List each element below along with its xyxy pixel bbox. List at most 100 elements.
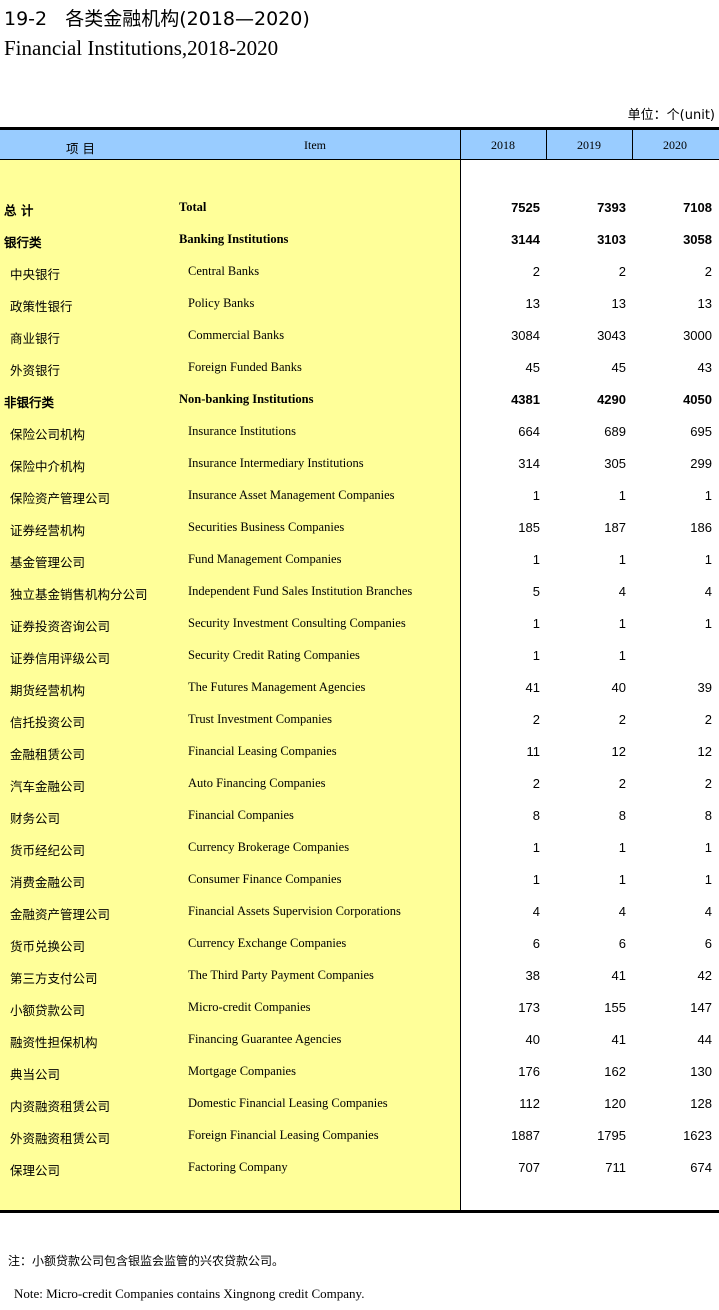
value-2019: 12 — [611, 744, 626, 759]
table-row: 小额贷款公司 Micro-credit Companies 173 155 147 — [0, 992, 719, 1024]
row-label-en: Foreign Financial Leasing Companies — [188, 1128, 379, 1142]
value-2019: 711 — [605, 1160, 626, 1175]
value-2019: 689 — [604, 424, 626, 439]
value-2020: 7108 — [683, 200, 712, 215]
value-2019: 305 — [604, 456, 626, 471]
value-2018: 3084 — [511, 328, 540, 343]
table-row: 内资融资租赁公司 Domestic Financial Leasing Compa… — [0, 1088, 719, 1120]
value-2019: 162 — [604, 1064, 626, 1079]
row-label-zh: 保险资产管理公司 — [10, 491, 111, 506]
value-2018: 8 — [532, 808, 540, 823]
table-row: 保险资产管理公司 Insurance Asset Management Compa… — [0, 480, 719, 512]
row-label-en: Foreign Funded Banks — [188, 360, 302, 374]
table-row: 保险中介机构 Insurance Intermediary Institution… — [0, 448, 719, 480]
row-label-zh: 外资银行 — [10, 363, 61, 378]
value-2020: 12 — [697, 744, 712, 759]
value-2020: 1 — [704, 840, 712, 855]
row-label-en: Financing Guarantee Agencies — [188, 1032, 342, 1046]
value-2018: 6 — [532, 936, 540, 951]
value-2020: 2 — [704, 712, 712, 727]
unit-label: 单位：个(unit) — [627, 108, 715, 123]
row-label-zh: 独立基金销售机构分公司 — [10, 587, 148, 602]
row-label-zh: 政策性银行 — [10, 299, 73, 314]
value-2018: 2 — [532, 264, 540, 279]
row-label-zh: 保理公司 — [10, 1163, 61, 1178]
table-row: 外资融资租赁公司 Foreign Financial Leasing Compan… — [0, 1120, 719, 1152]
table-row: 保险公司机构 Insurance Institutions 664 689 695 — [0, 416, 719, 448]
title-en: Financial Institutions,2018-2020 — [4, 36, 279, 60]
row-label-en: Consumer Finance Companies — [188, 872, 342, 886]
value-2019: 1 — [618, 840, 626, 855]
value-2018: 314 — [518, 456, 540, 471]
row-label-zh: 汽车金融公司 — [10, 779, 86, 794]
table-row: 非银行类 Non-banking Institutions 4381 4290 4050 — [0, 384, 719, 416]
value-2019: 40 — [611, 680, 626, 695]
note-zh: 注：小额贷款公司包含银监会监管的兴农贷款公司。 — [8, 1254, 285, 1268]
value-2020: 2 — [704, 264, 712, 279]
value-2020: 6 — [704, 936, 712, 951]
value-2019: 3043 — [597, 328, 626, 343]
value-2019: 187 — [604, 520, 626, 535]
row-label-zh: 信托投资公司 — [10, 715, 86, 730]
label-column-background — [0, 160, 460, 1210]
table-row: 消费金融公司 Consumer Finance Companies 1 1 1 — [0, 864, 719, 896]
value-2018: 7525 — [511, 200, 540, 215]
value-2018: 707 — [518, 1160, 540, 1175]
value-2018: 176 — [518, 1064, 540, 1079]
table-row: 金融租赁公司 Financial Leasing Companies 11 12 12 — [0, 736, 719, 768]
value-2018: 11 — [526, 744, 541, 759]
row-label-zh: 典当公司 — [10, 1067, 61, 1082]
row-label-zh: 银行类 — [4, 235, 42, 250]
value-2018: 2 — [532, 712, 540, 727]
value-2020: 39 — [697, 680, 712, 695]
value-2020: 147 — [690, 1000, 712, 1015]
row-label-en: Insurance Institutions — [188, 424, 296, 438]
row-label-zh: 金融租赁公司 — [10, 747, 86, 762]
value-2019: 155 — [604, 1000, 626, 1015]
table-row: 总 计 Total 7525 7393 7108 — [0, 192, 719, 224]
column-divider — [460, 130, 461, 1210]
value-2018: 40 — [525, 1032, 540, 1047]
header-item-en: Item — [304, 138, 326, 152]
row-label-en: Security Credit Rating Companies — [188, 648, 360, 662]
value-2020: 299 — [690, 456, 712, 471]
value-2018: 1 — [532, 488, 540, 503]
table-row: 汽车金融公司 Auto Financing Companies 2 2 2 — [0, 768, 719, 800]
value-2019: 41 — [611, 968, 626, 983]
value-2018: 1887 — [511, 1128, 540, 1143]
value-2018: 45 — [525, 360, 540, 375]
value-2018: 1 — [532, 552, 540, 567]
row-label-zh: 保险公司机构 — [10, 427, 86, 442]
value-2018: 1 — [532, 872, 540, 887]
value-2019: 1 — [618, 648, 626, 663]
row-label-zh: 消费金融公司 — [10, 875, 86, 890]
table-row: 期货经营机构 The Futures Management Agencies 41 4… — [0, 672, 719, 704]
value-2018: 3144 — [511, 232, 540, 247]
row-label-zh: 证券信用评级公司 — [10, 651, 111, 666]
row-label-zh: 内资融资租赁公司 — [10, 1099, 111, 1114]
table-row: 财务公司 Financial Companies 8 8 8 — [0, 800, 719, 832]
row-label-zh: 保险中介机构 — [10, 459, 86, 474]
row-label-en: Total — [179, 200, 207, 214]
row-label-zh: 证券投资咨询公司 — [10, 619, 111, 634]
row-label-en: Insurance Intermediary Institutions — [188, 456, 364, 470]
value-2020: 8 — [704, 808, 712, 823]
column-divider — [546, 130, 547, 159]
value-2018: 4381 — [511, 392, 540, 407]
value-2020: 4 — [704, 584, 712, 599]
table-row: 证券信用评级公司 Security Credit Rating Companies… — [0, 640, 719, 672]
table-row: 基金管理公司 Fund Management Companies 1 1 1 — [0, 544, 719, 576]
table-row: 金融资产管理公司 Financial Assets Supervision Cor… — [0, 896, 719, 928]
row-label-zh: 基金管理公司 — [10, 555, 86, 570]
value-2019: 45 — [611, 360, 626, 375]
value-2020: 1 — [704, 616, 712, 631]
table-header: 项 目 Item 2018 2019 2020 — [0, 130, 719, 160]
column-divider — [632, 130, 633, 159]
row-label-en: Securities Business Companies — [188, 520, 345, 534]
row-label-zh: 非银行类 — [4, 395, 55, 410]
value-2019: 1795 — [597, 1128, 626, 1143]
header-year-2019: 2019 — [577, 138, 601, 152]
row-label-zh: 期货经营机构 — [10, 683, 86, 698]
value-2019: 2 — [618, 264, 626, 279]
table-row: 外资银行 Foreign Funded Banks 45 45 43 — [0, 352, 719, 384]
